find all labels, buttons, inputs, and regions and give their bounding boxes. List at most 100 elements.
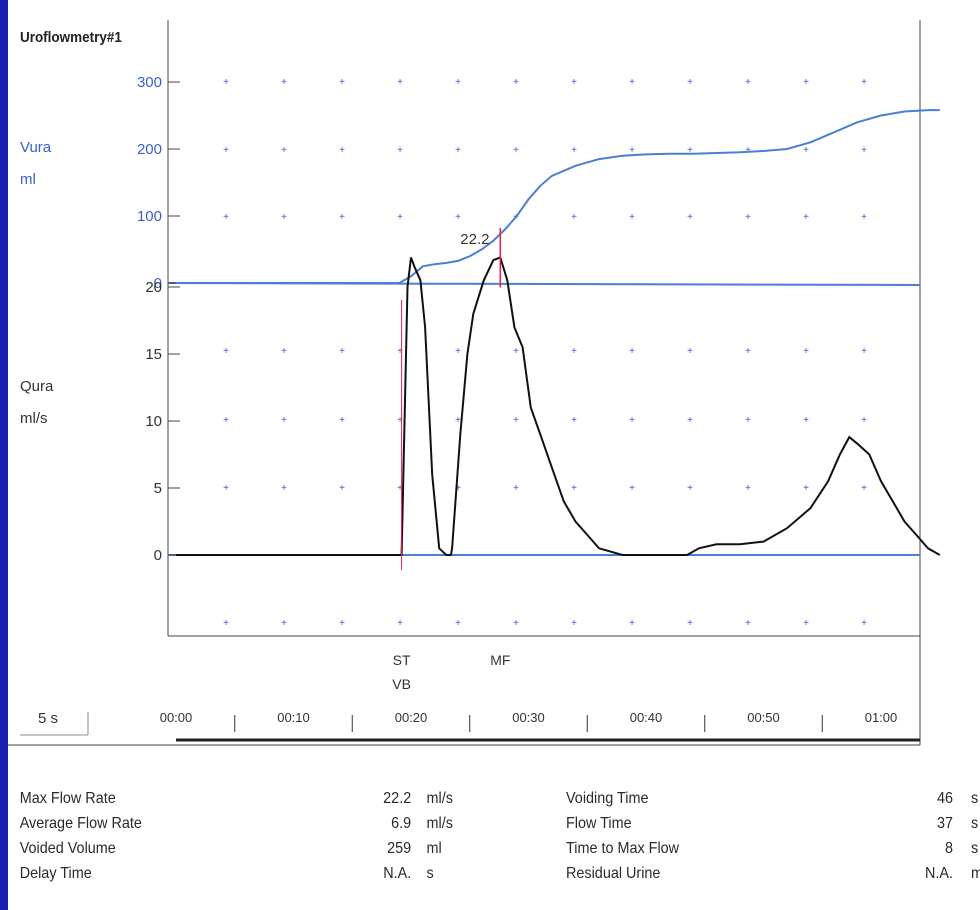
- result-unit: ml: [971, 865, 980, 883]
- grid-dot: +: [281, 145, 287, 156]
- y-tick-label-flow: 0: [154, 547, 162, 564]
- results-table: Max Flow Rate 22.2 ml/s Average Flow Rate 6.…: [8, 790, 980, 900]
- time-tick-label: 01:00: [865, 710, 898, 725]
- time-tick-label: 00:30: [512, 710, 545, 725]
- result-value: 259: [387, 840, 412, 857]
- result-unit: s: [426, 865, 434, 882]
- result-unit: s: [971, 790, 979, 807]
- y-tick-label-volume: 0: [154, 275, 162, 292]
- grid-dot: +: [397, 77, 403, 88]
- y-tick-label-flow: 15: [145, 346, 162, 363]
- grid-dot: +: [861, 346, 867, 357]
- grid-dot: +: [223, 415, 229, 426]
- grid-dot: +: [397, 415, 403, 426]
- y-axis-label-volume: Vura: [20, 139, 52, 156]
- grid-dot: +: [571, 618, 577, 629]
- grid-dot: +: [513, 415, 519, 426]
- grid-dot: +: [455, 77, 461, 88]
- result-value: 22.2: [383, 790, 412, 807]
- grid-dot: +: [629, 346, 635, 357]
- grid-dot: +: [339, 415, 345, 426]
- grid-dot: +: [339, 618, 345, 629]
- grid-dot: +: [339, 483, 345, 494]
- time-tick-label: 00:00: [160, 710, 193, 725]
- flow-curve: [176, 256, 941, 556]
- grid-dot: +: [861, 212, 867, 223]
- y-axis-label-flow: Qura: [20, 378, 54, 395]
- report-sheet: Uroflowmetry#1 + + + + + + + + + + + + + + + + + + + + + + + + +…: [8, 0, 980, 910]
- grid-dot: +: [513, 346, 519, 357]
- y-axis-label-flow: ml/s: [20, 410, 48, 427]
- grid-dot: +: [861, 77, 867, 88]
- grid-dot: +: [571, 415, 577, 426]
- grid-dot: +: [339, 77, 345, 88]
- grid-dot: +: [397, 145, 403, 156]
- grid-dot: +: [513, 77, 519, 88]
- grid-dot: +: [629, 415, 635, 426]
- grid-dot: +: [455, 618, 461, 629]
- grid-dot: +: [223, 77, 229, 88]
- grid-dot: +: [687, 483, 693, 494]
- grid-dot: +: [397, 618, 403, 629]
- grid-dot: +: [513, 618, 519, 629]
- grid-dot: +: [803, 483, 809, 494]
- result-label: Voiding Time: [566, 790, 649, 807]
- grid-dot: +: [803, 415, 809, 426]
- grid-dot: +: [861, 415, 867, 426]
- grid-dot: +: [687, 212, 693, 223]
- result-unit: ml/s: [426, 790, 453, 807]
- grid-dot: +: [223, 346, 229, 357]
- event-marker-label: MF: [490, 652, 510, 668]
- grid-dot: +: [629, 145, 635, 156]
- grid-dot: +: [281, 483, 287, 494]
- grid-dot: +: [861, 145, 867, 156]
- result-label: Delay Time: [19, 865, 92, 882]
- grid-dot: +: [687, 415, 693, 426]
- grid-dot: +: [397, 212, 403, 223]
- grid-dot: +: [223, 618, 229, 629]
- result-value: 8: [944, 840, 953, 857]
- result-unit: ml: [426, 840, 442, 857]
- grid-dot: +: [687, 77, 693, 88]
- result-label: Average Flow Rate: [19, 815, 142, 832]
- grid-dot: +: [339, 145, 345, 156]
- uroflow-chart: Uroflowmetry#1 + + + + + + + + + + + + + + + + + + + + + + + + +…: [8, 20, 941, 746]
- y-tick-label-volume: 200: [137, 141, 162, 158]
- grid-dot: +: [861, 618, 867, 629]
- grid-dot: +: [803, 212, 809, 223]
- result-label: Max Flow Rate: [19, 790, 116, 807]
- grid-dot: +: [745, 415, 751, 426]
- grid-dot: +: [281, 346, 287, 357]
- result-value: N.A.: [383, 865, 412, 882]
- grid-dot: +: [803, 77, 809, 88]
- chart-title: Uroflowmetry#1: [20, 29, 122, 46]
- result-label: Voided Volume: [19, 840, 116, 857]
- grid-dot: +: [687, 618, 693, 629]
- grid-dot: +: [745, 346, 751, 357]
- grid-dot: +: [281, 212, 287, 223]
- result-value: 46: [936, 790, 953, 807]
- grid-dot: +: [571, 346, 577, 357]
- time-tick-label: 00:10: [277, 710, 310, 725]
- grid-dot: +: [339, 346, 345, 357]
- time-scale-label: 5 s: [38, 710, 58, 727]
- result-label: Residual Urine: [566, 865, 661, 882]
- y-tick-label-volume: 100: [137, 208, 162, 225]
- grid-dot: +: [629, 618, 635, 629]
- grid-dot: +: [803, 618, 809, 629]
- time-tick-label: 00:50: [747, 710, 780, 725]
- grid-dot: +: [745, 77, 751, 88]
- grid-dot: +: [803, 145, 809, 156]
- grid-dot: +: [281, 415, 287, 426]
- grid-dot: +: [629, 77, 635, 88]
- grid-dot: +: [397, 483, 403, 494]
- max-flow-value-label: 22.2: [460, 231, 489, 248]
- grid-dot: +: [745, 145, 751, 156]
- grid-dot: +: [803, 346, 809, 357]
- grid-dot: +: [223, 145, 229, 156]
- volume-curve: [176, 109, 940, 284]
- grid-dot: +: [571, 145, 577, 156]
- grid-dot: +: [571, 212, 577, 223]
- grid-dot: +: [571, 77, 577, 88]
- y-tick-label-volume: 300: [137, 74, 162, 91]
